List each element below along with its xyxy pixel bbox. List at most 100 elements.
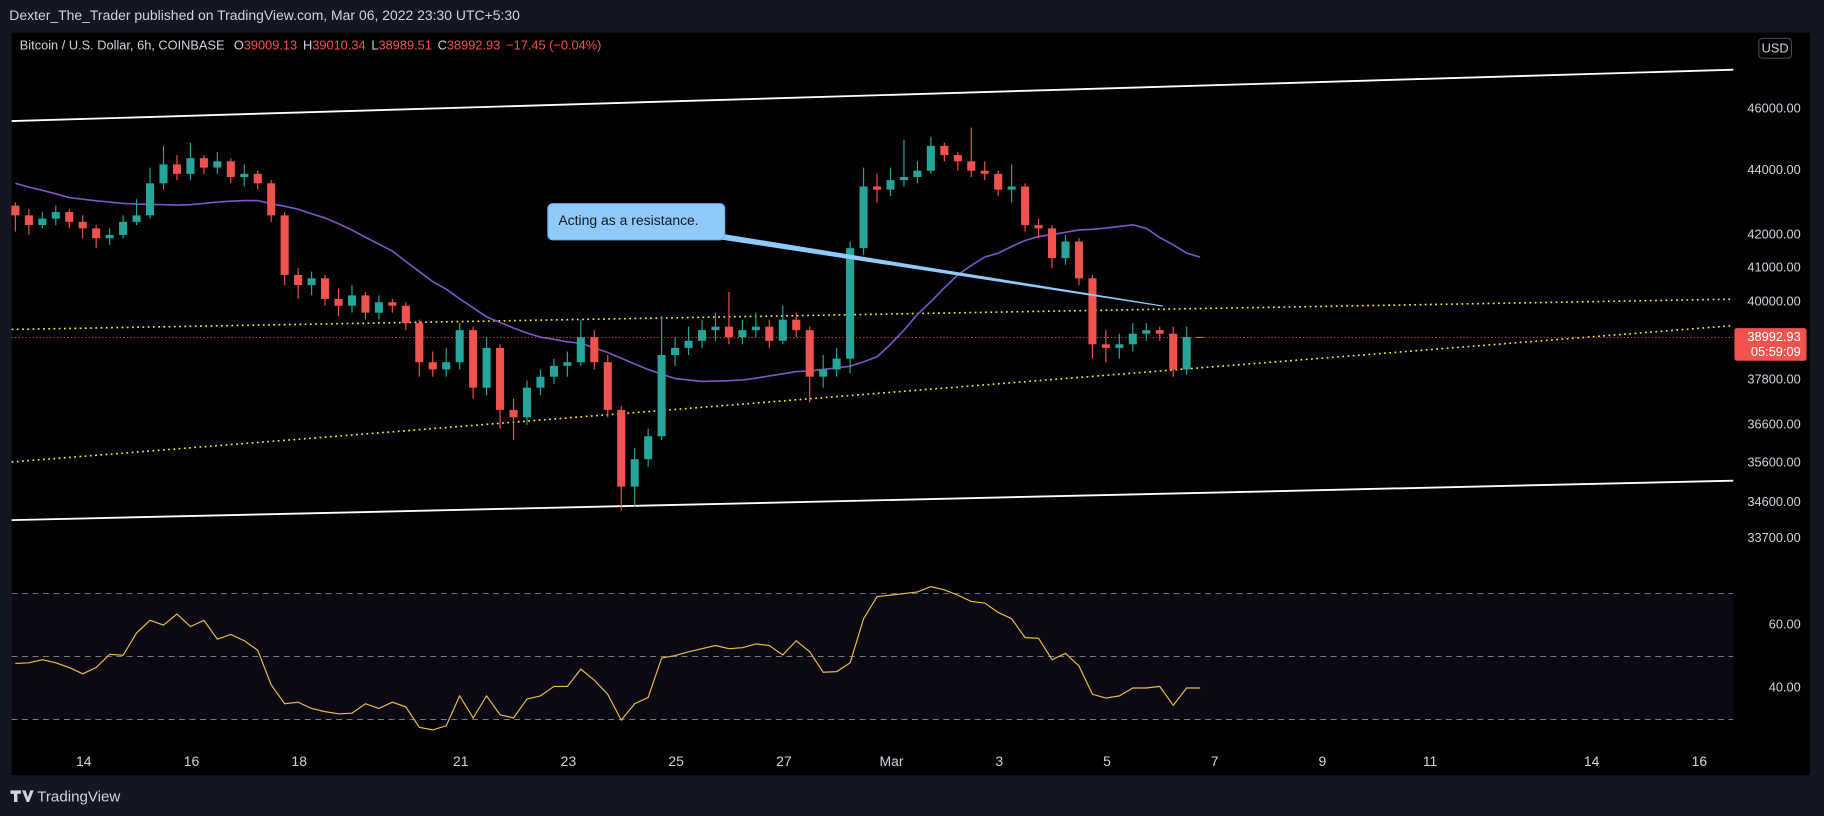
currency-label: USD <box>1762 40 1789 55</box>
x-tick-label: 18 <box>291 753 307 769</box>
candle-body <box>455 330 464 363</box>
candle-body <box>522 387 532 418</box>
ohlc-key: H <box>303 38 312 53</box>
candle-body <box>590 337 599 363</box>
y-tick-label: 33700.00 <box>1747 530 1800 545</box>
candle-body <box>374 302 383 313</box>
candle-body <box>967 161 976 171</box>
candle-body <box>307 278 316 286</box>
rsi-tick-label: 60.00 <box>1769 616 1801 631</box>
candle-body <box>630 459 639 487</box>
candle-body <box>697 330 707 341</box>
candle-body <box>172 164 181 174</box>
candle-body <box>644 436 653 460</box>
candle-body <box>469 330 478 388</box>
candle-body <box>334 298 343 306</box>
candle-body <box>294 274 303 286</box>
ohlc-value: 39010.34 <box>312 38 365 53</box>
candle-body <box>1142 330 1151 334</box>
ohlc-value: 38989.51 <box>379 38 432 53</box>
candle-body <box>657 355 666 437</box>
last-price-box <box>1734 328 1807 361</box>
trend-line <box>11 68 1734 123</box>
candle-body <box>65 212 74 222</box>
candle-body <box>1128 333 1137 345</box>
x-tick-label: 14 <box>76 753 92 769</box>
x-tick-label: 3 <box>995 753 1003 769</box>
candle-body <box>267 183 276 216</box>
x-tick-label: 25 <box>668 753 684 769</box>
candle-body <box>388 302 397 306</box>
candle-body <box>496 347 505 410</box>
x-tick-label: 27 <box>776 753 792 769</box>
candle-body <box>159 164 168 184</box>
candle-body <box>1021 186 1030 226</box>
candle-body <box>684 340 693 348</box>
candle-body <box>926 145 935 171</box>
candle-body <box>415 323 424 363</box>
rsi-line <box>15 586 1201 731</box>
x-tick-label: 23 <box>561 753 577 769</box>
candle-body <box>482 347 491 388</box>
x-tick-label: 7 <box>1211 753 1219 769</box>
candle-body <box>846 248 855 359</box>
brand-name: TradingView <box>37 788 120 805</box>
candle-body <box>576 337 585 363</box>
candle-body <box>980 170 989 174</box>
candle-body <box>38 218 47 226</box>
candle-body <box>361 295 370 313</box>
x-tick-label: 11 <box>1423 753 1438 769</box>
ohlc-key: L <box>371 38 378 53</box>
candle-body <box>1034 225 1043 229</box>
candle-body <box>671 347 680 356</box>
y-tick-label: 41000.00 <box>1747 260 1800 275</box>
candle-body <box>617 409 626 487</box>
candle-body <box>549 365 558 377</box>
candle-body <box>11 205 20 216</box>
ohlc-key: C <box>438 38 447 53</box>
candle-body <box>940 145 949 156</box>
candle-body <box>1169 333 1178 370</box>
currency-badge[interactable] <box>1758 37 1793 59</box>
candle-body <box>145 183 155 216</box>
candle-body <box>832 358 841 370</box>
candle-body <box>899 176 908 181</box>
candle-body <box>226 161 235 177</box>
rsi-tick-label: 40.00 <box>1769 679 1801 694</box>
candle-body <box>819 369 828 377</box>
y-tick-label: 36600.00 <box>1747 416 1800 431</box>
ohlc-value: 38992.93 <box>447 38 500 53</box>
candle-body <box>751 326 760 331</box>
candle-body <box>563 362 572 366</box>
candle-body <box>1155 330 1164 334</box>
brand-logo <box>10 790 34 803</box>
candle-body <box>253 173 262 184</box>
ohlc-value: 39009.13 <box>244 38 297 53</box>
candle-body <box>119 221 128 235</box>
last-price-label: 38992.93 <box>1747 329 1800 344</box>
chart-pane <box>11 32 1811 776</box>
callout-text: Acting as a resistance. <box>558 212 698 228</box>
candle-body <box>186 158 195 174</box>
candle-body <box>859 186 868 249</box>
candle-body <box>805 330 814 377</box>
candle-body <box>1115 344 1124 348</box>
candle-body <box>78 221 87 229</box>
candle-body <box>765 326 774 341</box>
x-tick-label: 21 <box>453 753 469 769</box>
candle-body <box>401 305 410 324</box>
ohlc-key: O <box>234 38 244 53</box>
y-tick-label: 46000.00 <box>1747 101 1800 116</box>
candle-body <box>1088 278 1097 345</box>
trend-line <box>11 298 1734 331</box>
moving-average <box>15 182 1201 383</box>
logo-mark <box>10 790 34 803</box>
candle-body <box>51 212 60 219</box>
x-tick-label: 9 <box>1318 753 1326 769</box>
candle-body <box>872 186 882 190</box>
x-tick-label: 14 <box>1584 753 1600 769</box>
publisher-line: Dexter_The_Trader published on TradingVi… <box>9 7 520 23</box>
candle-body <box>778 319 787 341</box>
candle-body <box>792 319 801 331</box>
candle-body <box>24 215 33 226</box>
